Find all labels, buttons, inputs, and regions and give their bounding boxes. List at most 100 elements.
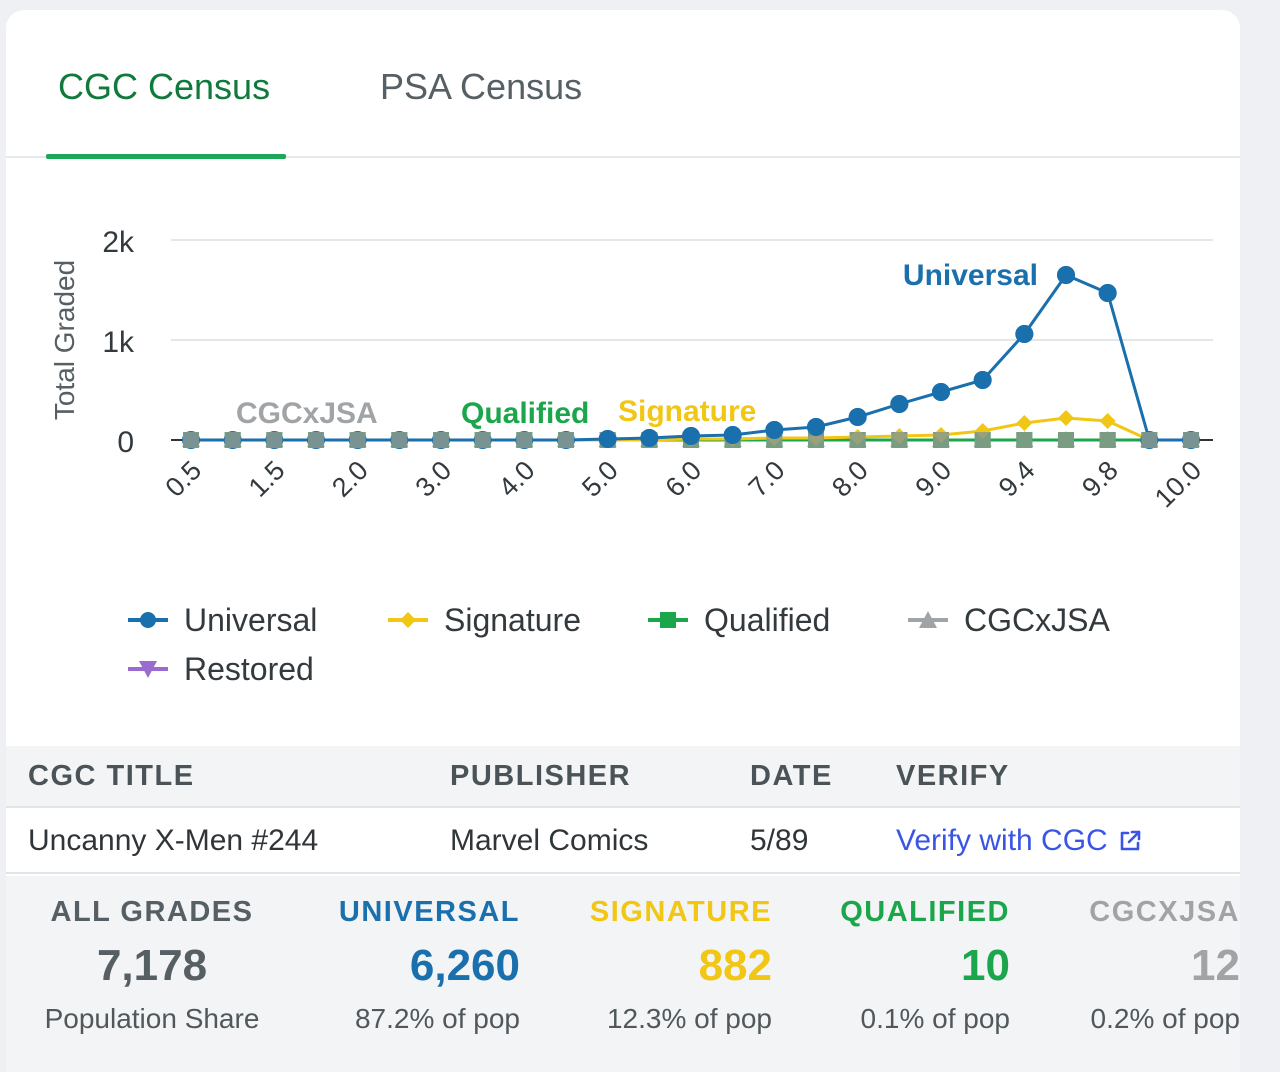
triangle-down-marker-icon: [128, 661, 168, 678]
data-point-qualified-overlay: [349, 432, 366, 448]
legend-item-qualified[interactable]: Qualified: [646, 600, 830, 640]
stat-label: QUALIFIED: [840, 896, 1010, 928]
comic-publisher: Marvel Comics: [450, 824, 649, 857]
y-tick-label: 0: [117, 426, 134, 459]
census-tabs: CGC Census PSA Census: [6, 10, 1240, 159]
stat-share: 0.2% of pop: [1090, 1003, 1240, 1034]
legend-label-universal: Universal: [184, 601, 318, 638]
x-tick-label: 4.0: [493, 455, 541, 503]
y-axis-label: Total Graded: [49, 260, 80, 420]
data-point-universal-top: [1098, 284, 1117, 302]
x-tick-label: 0.5: [159, 455, 207, 503]
data-point-qualified-overlay: [974, 432, 991, 448]
header-cgc-title: CGC TITLE: [28, 760, 195, 792]
comic-date: 5/89: [750, 824, 809, 857]
stat-share: Population Share: [44, 1003, 260, 1034]
data-point-qualified-overlay: [1183, 432, 1199, 448]
data-point-qualified-overlay: [1016, 432, 1033, 448]
y-tick-label: 1k: [102, 326, 135, 359]
stat-all-grades: ALL GRADES 7,178 Population Share: [6, 896, 298, 1035]
diamond-marker-icon: [388, 612, 428, 628]
tab-cgc-census[interactable]: CGC Census: [58, 66, 271, 107]
x-tick-label: 1.5: [243, 455, 291, 503]
annotation-label: Signature: [618, 395, 756, 428]
tab-psa-census[interactable]: PSA Census: [380, 66, 583, 107]
data-point-universal-top: [765, 421, 784, 439]
legend-label-restored: Restored: [184, 650, 314, 687]
data-point-universal-top: [598, 430, 617, 448]
annotation-label: CGCxJSA: [236, 397, 378, 430]
stat-value: 882: [698, 941, 772, 990]
data-point-qualified-overlay: [1058, 432, 1074, 448]
stat-universal: UNIVERSAL 6,260 87.2% of pop: [339, 896, 520, 1035]
x-tick-label: 9.4: [993, 455, 1041, 503]
stat-share: 0.1% of pop: [860, 1003, 1010, 1034]
data-point-qualified-overlay: [308, 432, 324, 448]
stat-signature: SIGNATURE 882 12.3% of pop: [590, 896, 772, 1035]
legend-item-universal[interactable]: Universal: [126, 600, 317, 640]
x-tick-label: 9.8: [1076, 455, 1124, 503]
legend-label-signature: Signature: [444, 601, 581, 638]
data-point-qualified-overlay: [224, 432, 241, 448]
data-point-signature: [1058, 410, 1074, 426]
x-tick-label: 10.0: [1149, 455, 1207, 513]
x-tick-label: 8.0: [826, 455, 874, 503]
data-point-qualified-overlay: [1141, 432, 1158, 448]
data-point-qualified-overlay: [891, 432, 908, 448]
legend-label-qualified: Qualified: [704, 601, 831, 638]
data-point-qualified-overlay: [433, 432, 449, 448]
external-link-icon: [1120, 830, 1141, 851]
data-point-qualified-overlay: [808, 432, 824, 448]
stat-label: ALL GRADES: [50, 896, 254, 928]
verify-with-cgc-link[interactable]: Verify with CGC: [896, 824, 1142, 858]
stat-value: 12: [1191, 941, 1240, 990]
stat-value: 10: [961, 941, 1010, 990]
x-tick-label: 9.0: [909, 455, 957, 503]
data-point-qualified-overlay: [933, 432, 949, 448]
data-point-universal-top: [723, 426, 742, 444]
legend-item-restored[interactable]: Restored: [126, 649, 314, 689]
data-point-signature: [1016, 415, 1033, 431]
legend-item-signature[interactable]: Signature: [386, 600, 581, 640]
data-point-universal-top: [973, 371, 992, 389]
legend-label-cgcxjsa: CGCxJSA: [964, 601, 1110, 638]
stat-cgcxjsa: CGCXJSA 12 0.2% of pop: [1089, 896, 1240, 1035]
data-point-qualified-overlay: [391, 432, 408, 448]
x-tick-label: 6.0: [659, 455, 707, 503]
x-tick-label: 5.0: [576, 455, 624, 503]
stat-share: 87.2% of pop: [354, 1003, 520, 1034]
verify-link-label: Verify with CGC: [896, 824, 1108, 857]
census-chart: 0 1k 2k Total Graded 0.5 1.5 2.0 3.0 4.0 5.0 6.0 7.…: [49, 226, 1213, 513]
data-point-qualified-overlay: [474, 432, 491, 448]
data-point-qualified-overlay: [266, 432, 283, 448]
triangle-marker-icon: [908, 611, 948, 628]
stat-value: 7,178: [96, 941, 208, 990]
census-card: CGC Census PSA Census 0 1k 2k Total Graded 0…: [6, 10, 1240, 1072]
stat-qualified: QUALIFIED 10 0.1% of pop: [840, 896, 1010, 1035]
data-point-qualified-overlay: [516, 432, 533, 448]
legend-item-cgcxjsa[interactable]: CGCxJSA: [906, 600, 1110, 640]
data-point-qualified-overlay: [558, 432, 574, 448]
stat-share: 12.3% of pop: [606, 1003, 772, 1034]
data-point-universal-top: [932, 383, 950, 401]
table-row: Uncanny X-Men #244 Marvel Comics 5/89 Ve…: [6, 810, 1240, 874]
header-verify: VERIFY: [896, 760, 1010, 792]
x-tick-label: 2.0: [326, 455, 374, 503]
comic-title: Uncanny X-Men #244: [28, 824, 319, 857]
data-point-universal-top: [807, 418, 825, 436]
annotation-label: Qualified: [461, 397, 589, 430]
x-tick-label: 7.0: [743, 455, 791, 503]
x-tick-label: 3.0: [409, 455, 457, 503]
table-header: CGC TITLE PUBLISHER DATE VERIFY: [6, 746, 1240, 808]
stat-label: SIGNATURE: [589, 896, 772, 928]
active-tab-indicator: [46, 154, 286, 159]
data-point-qualified-overlay: [1099, 432, 1116, 448]
data-point-universal-top: [1015, 325, 1034, 343]
stat-label: CGCXJSA: [1089, 896, 1240, 928]
data-point-universal-top: [640, 429, 659, 447]
population-stats: ALL GRADES 7,178 Population Share UNIVER…: [6, 876, 1240, 1072]
data-point-universal-top: [1057, 266, 1075, 284]
stat-value: 6,260: [409, 941, 520, 990]
header-date: DATE: [750, 760, 833, 792]
data-point-qualified-overlay: [183, 432, 199, 448]
